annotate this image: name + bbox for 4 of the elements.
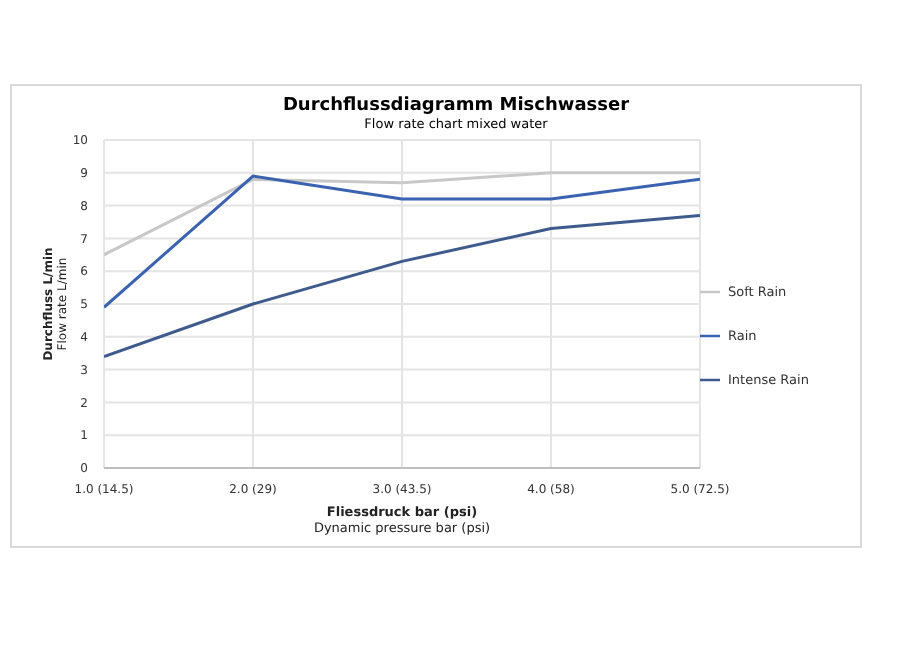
- line-series: [104, 174, 700, 309]
- line-series: [104, 213, 700, 358]
- line-series: [104, 171, 700, 257]
- chart-title: Durchflussdiagramm Mischwasser: [280, 96, 632, 116]
